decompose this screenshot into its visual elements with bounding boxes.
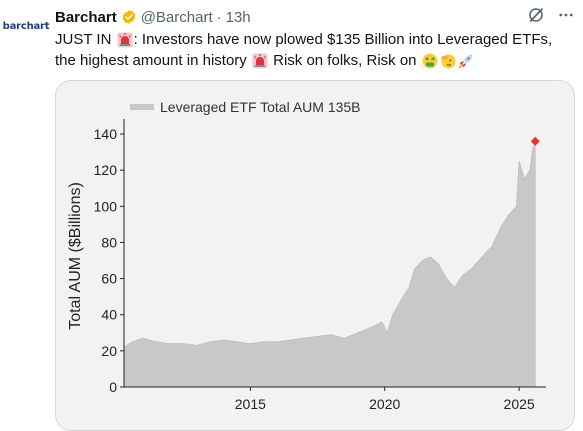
saluting-face-emoji-icon (440, 54, 456, 68)
y-axis-label: Total AUM ($Billions) (67, 182, 84, 330)
rotating-light-emoji-icon (252, 53, 268, 68)
y-tick-label: 100 (94, 198, 118, 214)
series-area (123, 142, 536, 388)
chart-svg: Leveraged ETF Total AUM 135B 0 20 40 60 80 100… (67, 99, 546, 412)
tweet-header: Barchart @Barchart · 13h (55, 6, 251, 28)
tweet-text-segment: Risk on folks, Risk on (268, 52, 421, 69)
y-tick-label: 0 (109, 379, 117, 395)
author-handle[interactable]: @Barchart (140, 8, 213, 26)
tweet-media-chart[interactable]: Leveraged ETF Total AUM 135B 0 20 40 60 80 100… (55, 80, 575, 431)
grok-icon[interactable] (527, 6, 545, 24)
money-mouth-emoji-icon (422, 53, 438, 68)
y-tick-label: 20 (101, 343, 117, 359)
tweet-text-segment: the highest amount in history (55, 52, 251, 69)
latest-value-marker (530, 136, 540, 146)
tweet-text: JUST IN : Investors have now plowed $135… (55, 29, 575, 71)
avatar[interactable]: barchart (3, 16, 50, 36)
x-tick-label: 2015 (235, 396, 266, 412)
separator-dot: · (216, 8, 222, 26)
y-tick-label: 80 (101, 234, 117, 250)
y-tick-label: 40 (101, 307, 117, 323)
tweet-line-2: the highest amount in history Risk on fo… (55, 50, 575, 71)
legend-swatch (130, 104, 154, 110)
avatar-text: barchart (2, 20, 50, 32)
more-icon[interactable] (557, 6, 575, 24)
legend-label: Leveraged ETF Total AUM 135B (160, 99, 361, 115)
rocket-emoji-icon (458, 54, 473, 68)
x-tick-label: 2020 (369, 396, 400, 412)
y-tick-label: 120 (94, 162, 118, 178)
y-tick-label: 140 (94, 126, 118, 142)
verified-badge-icon (122, 10, 136, 24)
x-tick-label: 2025 (504, 396, 535, 412)
tweet-line-1: JUST IN : Investors have now plowed $135… (55, 29, 575, 50)
author-name[interactable]: Barchart (55, 8, 117, 26)
tweet-text-segment: : Investors have now plowed $135 Billion… (133, 31, 553, 48)
tweet-actions-top (527, 6, 575, 24)
y-tick-label: 60 (101, 271, 117, 287)
tweet-text-segment: JUST IN (55, 31, 116, 48)
rotating-light-emoji-icon (117, 32, 133, 47)
tweet-time[interactable]: 13h (225, 8, 251, 26)
